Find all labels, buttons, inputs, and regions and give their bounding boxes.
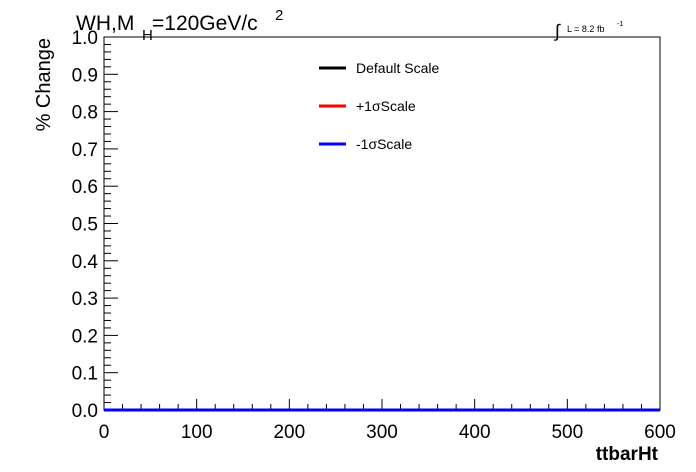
y-tick-label: 0.9 [72,65,98,86]
y-axis-title: % Change [33,38,55,131]
legend: Default Scale +1σScale -1σScale [319,60,439,152]
legend-label: -1σScale [356,136,412,152]
y-tick-label: 0.2 [72,326,98,347]
plot-frame [103,36,661,411]
chart-title-subscript: H [142,27,153,44]
legend-label: Default Scale [356,60,439,76]
x-tick-label: 600 [644,422,676,443]
y-tick-label: 0.5 [72,215,98,236]
x-tick-label: 200 [273,422,305,443]
x-tick-label: 400 [459,422,491,443]
y-tick-label: 0.3 [72,289,98,310]
y-tick-label: 0.6 [72,177,98,198]
luminosity-integral: ∫ [553,21,561,41]
luminosity-superscript: -1 [617,21,623,28]
x-tick-label: 100 [181,422,213,443]
x-tick-label: 500 [551,422,583,443]
x-tick-label: 0 [99,422,110,443]
chart-title-main: WH,M [76,12,134,35]
y-tick-label: 0.4 [72,252,99,273]
legend-label: +1σScale [356,98,416,114]
x-axis-title: ttbarHt [596,444,659,465]
y-tick-label: 0.0 [72,401,98,422]
y-tick-label: 0.1 [72,364,98,385]
chart-title-superscript: 2 [275,7,283,24]
axis-ticks: 0 100 200 300 400 500 600 0.0 0.1 0.2 0.3 0.4 0.5 0.6… [72,28,676,443]
chart-title-value: =120GeV/c [152,12,258,35]
luminosity-label: L = 8.2 fb [567,24,604,34]
y-tick-label: 0.8 [72,103,98,124]
y-tick-label: 0.7 [72,140,98,161]
x-tick-label: 300 [366,422,398,443]
y-tick-label: 1.0 [72,28,98,49]
